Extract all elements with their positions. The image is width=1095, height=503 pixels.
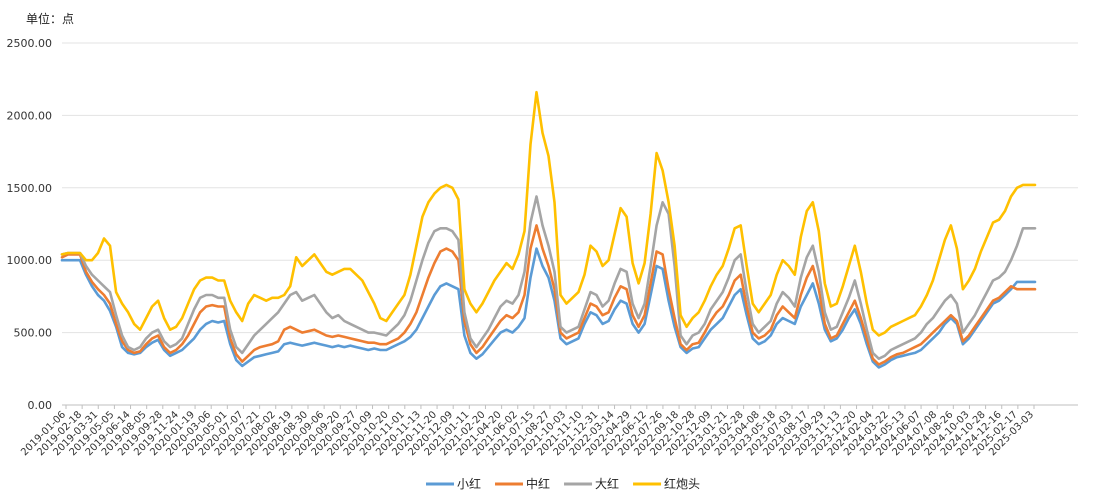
y-axis: 0.00 500.00 1000.00 1500.00 2000.00 2500.00: [7, 37, 53, 412]
legend-label: 小红: [457, 476, 481, 491]
series-line-1: [60, 224, 1037, 366]
series-line-3: [60, 90, 1037, 337]
y-tick-label: 0.00: [28, 399, 53, 412]
legend-label: 中红: [526, 476, 550, 491]
y-tick-label: 1500.00: [7, 182, 53, 195]
legend-label: 大红: [595, 476, 619, 491]
gridlines: [62, 42, 1078, 406]
x-axis: 2019-01-062019-02-182019-03-312019-05-05…: [19, 405, 1036, 458]
y-tick-label: 2000.00: [7, 109, 53, 122]
series-line-2: [60, 195, 1037, 361]
y-tick-label: 1000.00: [7, 254, 53, 267]
unit-label: 单位：点: [26, 12, 75, 26]
series-lines: [60, 90, 1037, 369]
y-tick-label: 500.00: [14, 327, 53, 340]
legend-label: 红炮头: [664, 476, 700, 491]
series-line-0: [60, 247, 1037, 369]
legend: 小红 中红 大红 红炮头: [426, 476, 700, 491]
y-tick-label: 2500.00: [7, 37, 53, 50]
